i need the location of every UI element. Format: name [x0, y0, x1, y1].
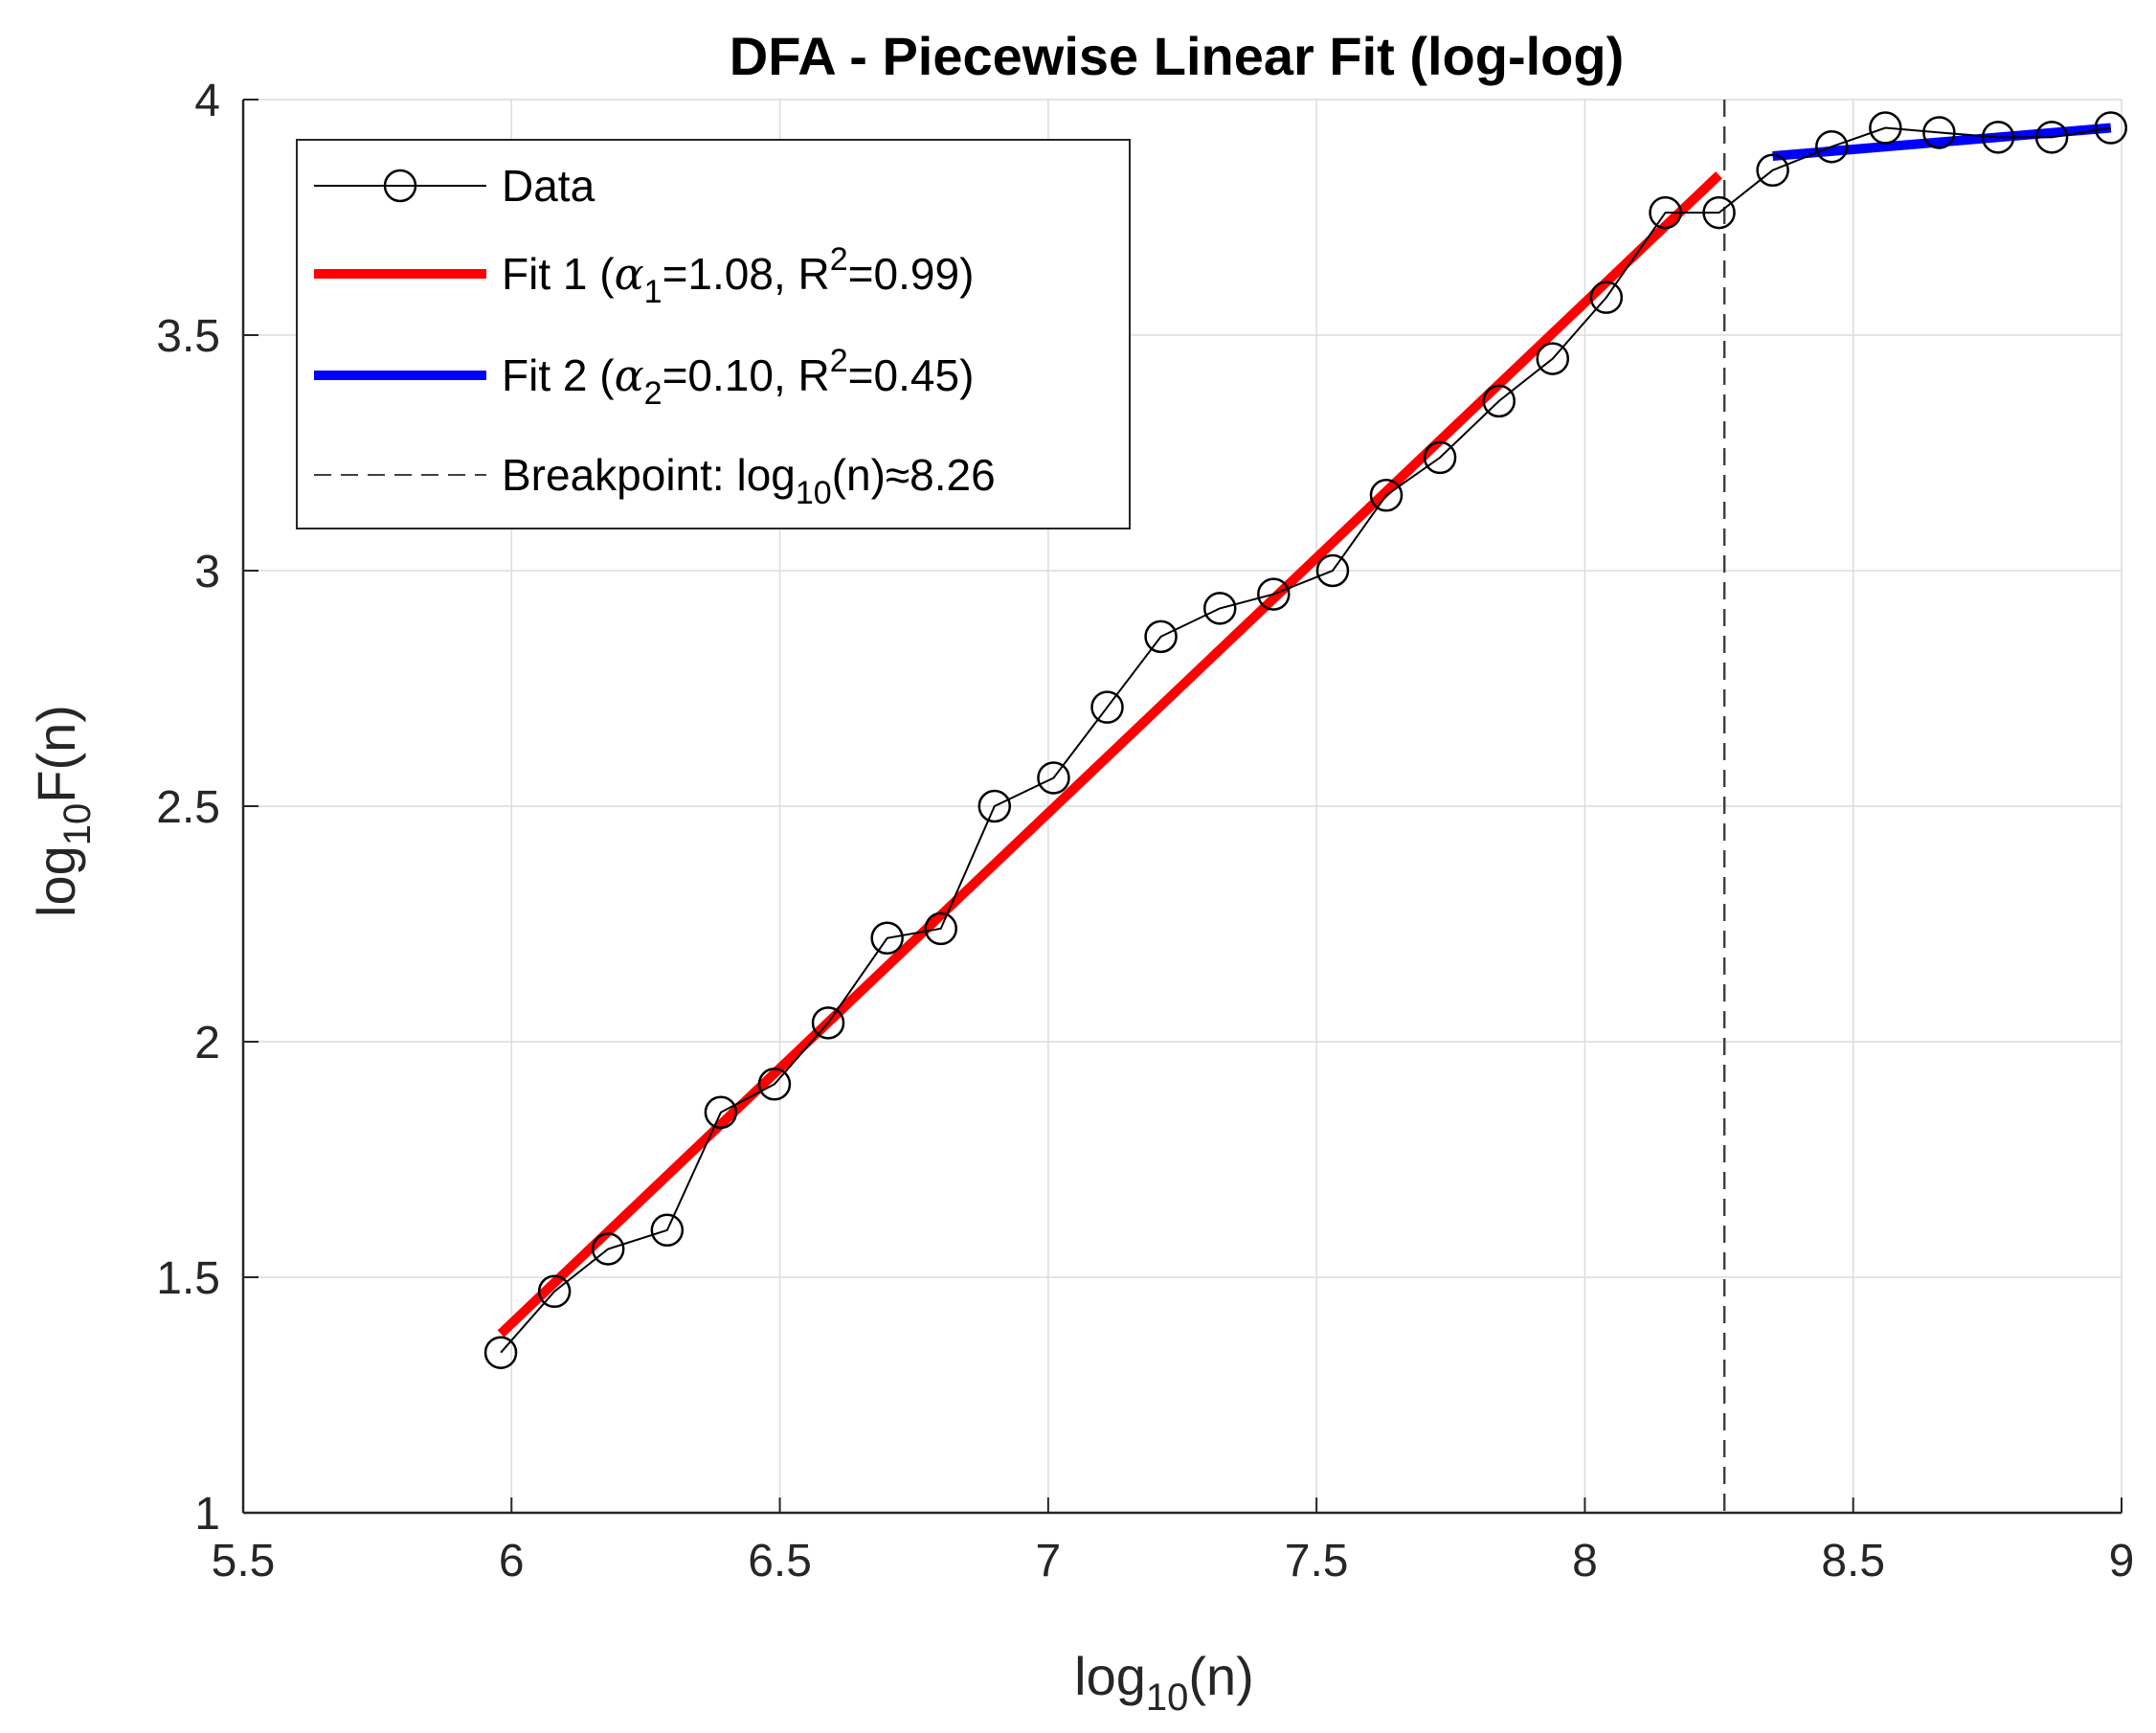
- legend-breakpoint-label: Breakpoint: log10(n)≈8.26: [502, 450, 996, 511]
- data-point: [537, 1274, 572, 1309]
- legend-fit1-label: Fit 1 (α1=1.08, R2=0.99): [502, 241, 974, 310]
- data-point: [483, 1336, 518, 1369]
- y-tick-labels: 1 1.5 2 2.5 3 3.5 4: [156, 76, 220, 1540]
- data-point: [1536, 342, 1570, 375]
- y-tick-label: 3.5: [156, 311, 220, 362]
- fit-lines: [497, 123, 2112, 1338]
- grid: [242, 99, 2122, 1514]
- y-tick-label: 1: [194, 1489, 220, 1540]
- x-tick-labels: 5.5 6 6.5 7 7.5 8 8.5 9: [212, 1536, 2135, 1587]
- y-tick-label: 2: [194, 1018, 220, 1069]
- data-point: [924, 912, 957, 946]
- data-point: [1756, 153, 1789, 188]
- legend-fit2-label: Fit 2 (α2=0.10, R2=0.45): [502, 343, 974, 412]
- x-tick-label: 7: [1036, 1536, 1062, 1587]
- x-tick-label: 9: [2109, 1536, 2135, 1587]
- data-point: [1423, 440, 1457, 475]
- fit-line-2: [1772, 123, 2112, 162]
- data-point: [2034, 121, 2069, 154]
- data-point: [1202, 592, 1237, 625]
- y-tick-label: 2.5: [156, 782, 220, 833]
- data-point: [1589, 281, 1624, 314]
- x-tick-label: 8: [1572, 1536, 1598, 1587]
- data-point: [757, 1068, 792, 1101]
- fit-line-1: [497, 171, 1723, 1338]
- data-point: [1482, 384, 1516, 418]
- data-point: [1037, 761, 1070, 795]
- y-tick-label: 4: [194, 76, 220, 126]
- x-tick-label: 5.5: [212, 1536, 276, 1587]
- y-axis-label: log10F(n): [26, 705, 99, 917]
- data-point: [1257, 577, 1291, 611]
- x-tick-label: 6: [499, 1536, 525, 1587]
- data-point: [1369, 479, 1404, 512]
- data-point: [811, 1006, 845, 1040]
- data-point: [1869, 111, 1902, 145]
- data-point: [1315, 553, 1350, 588]
- legend-box: [296, 139, 1131, 529]
- data-series: [483, 111, 2128, 1369]
- chart-title: DFA - Piecewise Linear Fit (log-log): [730, 26, 1624, 86]
- data-point: [1702, 195, 1736, 230]
- data-point: [977, 789, 1012, 823]
- legend-data-marker: [383, 169, 417, 203]
- y-tick-label: 3: [194, 547, 220, 597]
- data-point: [1144, 619, 1178, 654]
- x-tick-label: 8.5: [1821, 1536, 1885, 1587]
- x-tick-label: 6.5: [748, 1536, 812, 1587]
- legend-data-label: Data: [502, 161, 595, 211]
- data-point: [1981, 121, 2015, 154]
- data-point: [870, 921, 904, 956]
- data-point: [591, 1232, 625, 1266]
- x-axis-label: log10(n): [1074, 1646, 1254, 1719]
- axes: [241, 99, 2122, 1515]
- data-point: [2094, 111, 2128, 145]
- data-line: [500, 126, 2111, 1354]
- y-tick-label: 1.5: [156, 1253, 220, 1304]
- legend: Data Fit 1 (α1=1.08, R2=0.99) Fit 2 (α2=…: [296, 139, 1131, 529]
- data-point: [650, 1213, 685, 1248]
- data-point: [1815, 129, 1849, 164]
- data-point: [1649, 195, 1682, 230]
- data-point: [704, 1095, 738, 1130]
- x-tick-label: 7.5: [1285, 1536, 1349, 1587]
- data-point: [1090, 690, 1124, 724]
- data-point: [1922, 116, 1956, 149]
